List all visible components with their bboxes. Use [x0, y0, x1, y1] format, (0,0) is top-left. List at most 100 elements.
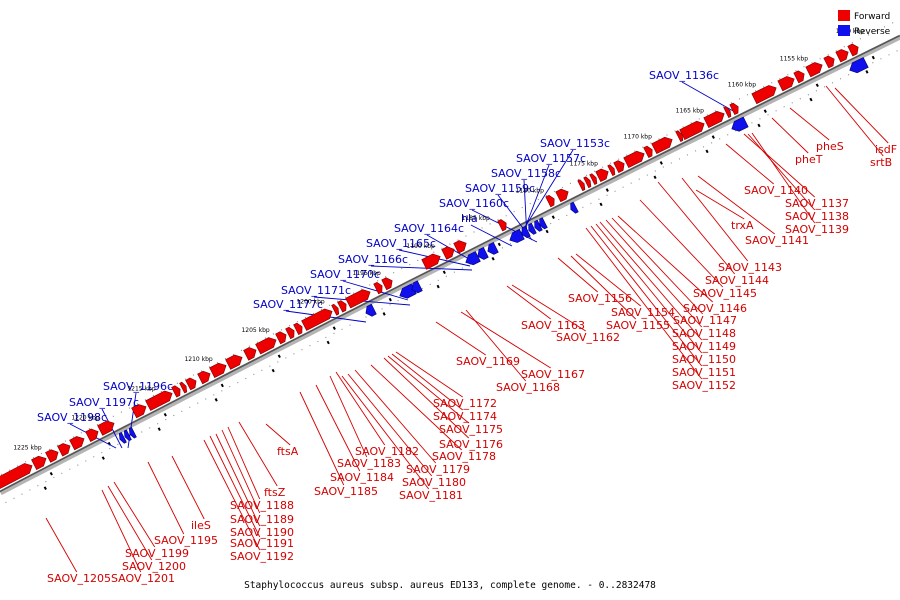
forward-gene-arrow	[729, 102, 739, 115]
gene-label-saov-1158c: SAOV_1158c	[491, 167, 561, 180]
forward-gene-arrow	[835, 49, 849, 63]
leader-line	[789, 107, 830, 141]
gene-label-trxa: trxA	[731, 219, 754, 232]
legend-forward-label: Forward	[854, 12, 890, 22]
gene-label-saov-1165c: SAOV_1165c	[366, 237, 436, 250]
gene-label-iles: ileS	[191, 519, 211, 532]
forward-gene-arrow	[577, 179, 586, 192]
leader-line	[238, 421, 278, 487]
leader-line	[203, 439, 261, 551]
forward-gene-arrow	[623, 150, 645, 169]
kbp-tick-label: 1225 kbp	[13, 445, 41, 452]
forward-gene-arrow	[179, 381, 188, 394]
reverse-gene-arrow	[509, 228, 525, 243]
leader-line	[342, 280, 409, 301]
gene-label-saov-1144: SAOV_1144	[705, 274, 769, 287]
forward-gene-arrow	[373, 281, 383, 295]
leader-line	[747, 133, 816, 211]
kbp-tick-mark	[271, 368, 275, 373]
forward-gene-arrow	[823, 55, 835, 69]
forward-gene-arrow	[85, 428, 99, 443]
leader-line	[347, 373, 433, 477]
leader-line	[595, 223, 703, 354]
gene-label-saov-1196c: SAOV_1196c	[103, 380, 173, 393]
gene-label-saov-1141: SAOV_1141	[745, 234, 809, 247]
forward-gene-arrow	[555, 188, 569, 203]
leader-line	[435, 321, 486, 356]
kbp-tick-label: 1190 kbp	[407, 243, 435, 250]
gene-label-isdf: isdF	[875, 143, 897, 156]
forward-gene-arrow	[723, 106, 732, 119]
leader-line	[743, 133, 815, 198]
gene-label-saov-1205: SAOV_1205	[47, 572, 111, 585]
kbp-tick-mark	[101, 456, 105, 460]
leader-line	[611, 217, 704, 315]
gene-label-saov-1155: SAOV_1155	[606, 319, 670, 332]
gene-label-saov-1149: SAOV_1149	[672, 340, 736, 353]
kbp-tick-mark	[214, 398, 218, 402]
kbp-tick-mark	[277, 354, 281, 359]
reverse-gene-arrow	[365, 303, 377, 317]
forward-gene-arrow	[613, 160, 625, 174]
backbone-layer	[0, 22, 900, 504]
gene-label-saov-1201: SAOV_1201	[111, 572, 175, 585]
gene-label-saov-1167: SAOV_1167	[521, 368, 585, 381]
kbp-tick-mark	[436, 284, 440, 289]
leader-line	[599, 221, 703, 341]
gene-label-saov-1182: SAOV_1182	[355, 445, 419, 458]
gene-label-phes: pheS	[816, 140, 844, 153]
gene-label-saov-1198c: SAOV_1198c	[37, 411, 107, 424]
leader-line	[575, 253, 641, 307]
gene-label-saov-1137: SAOV_1137	[785, 197, 849, 210]
forward-gene-arrow	[293, 322, 303, 336]
leader-line	[605, 219, 703, 328]
forward-gene-arrow	[31, 455, 47, 471]
kbp-tick-mark	[163, 412, 167, 417]
gene-label-saov-1166c: SAOV_1166c	[338, 253, 408, 266]
forward-gene-arrow	[847, 43, 859, 57]
kbp-tick-mark	[659, 161, 663, 165]
forward-gene-arrow	[337, 300, 347, 313]
forward-gene-arrow	[197, 370, 211, 385]
gene-label-saov-1178: SAOV_1178	[432, 450, 496, 463]
gene-label-saov-1179: SAOV_1179	[406, 463, 470, 476]
forward-gene-arrow	[57, 443, 71, 457]
gene-label-saov-1160c: SAOV_1160c	[439, 197, 509, 210]
forward-gene-arrow	[679, 120, 705, 141]
leader-line	[107, 485, 153, 561]
kbp-tick-mark	[599, 202, 603, 207]
forward-gene-arrow	[751, 85, 777, 105]
leader-line	[45, 517, 78, 573]
forward-gene-arrow	[185, 377, 197, 391]
leader-line	[697, 175, 775, 235]
gene-labels-layer: SAOV_1136c SAOV_1153c SAOV_1157c SAOV_1158c…	[37, 69, 897, 585]
gene-label-saov-1162: SAOV_1162	[556, 331, 620, 344]
legend-reverse-swatch	[838, 25, 850, 36]
leader-line	[470, 224, 513, 247]
gene-label-saov-1159c: SAOV_1159c	[465, 182, 535, 195]
kbp-tick-mark	[757, 123, 761, 128]
leader-line	[617, 215, 714, 303]
leader-line	[383, 357, 470, 439]
forward-gene-arrow	[345, 289, 371, 309]
gene-label-saov-1152: SAOV_1152	[672, 379, 736, 392]
forward-gene-arrow	[131, 404, 147, 419]
forward-gene-arrow	[607, 164, 616, 177]
gene-label-saov-1191: SAOV_1191	[230, 537, 294, 550]
kbp-tick-mark	[388, 297, 392, 302]
leader-line	[519, 149, 574, 236]
forward-gene-arrow	[651, 136, 673, 155]
leader-line	[370, 364, 463, 451]
leader-line	[681, 177, 749, 262]
forward-gene-arrow	[381, 277, 393, 291]
leader-line	[335, 371, 386, 446]
gene-label-saov-1185: SAOV_1185	[314, 485, 378, 498]
leader-line	[147, 461, 185, 535]
forward-gene-arrow	[583, 176, 592, 189]
forward-gene-arrow	[703, 110, 725, 129]
gene-label-saov-1148: SAOV_1148	[672, 327, 736, 340]
gene-label-srtb: srtB	[870, 156, 892, 169]
gene-label-ftsa: ftsA	[277, 445, 299, 458]
